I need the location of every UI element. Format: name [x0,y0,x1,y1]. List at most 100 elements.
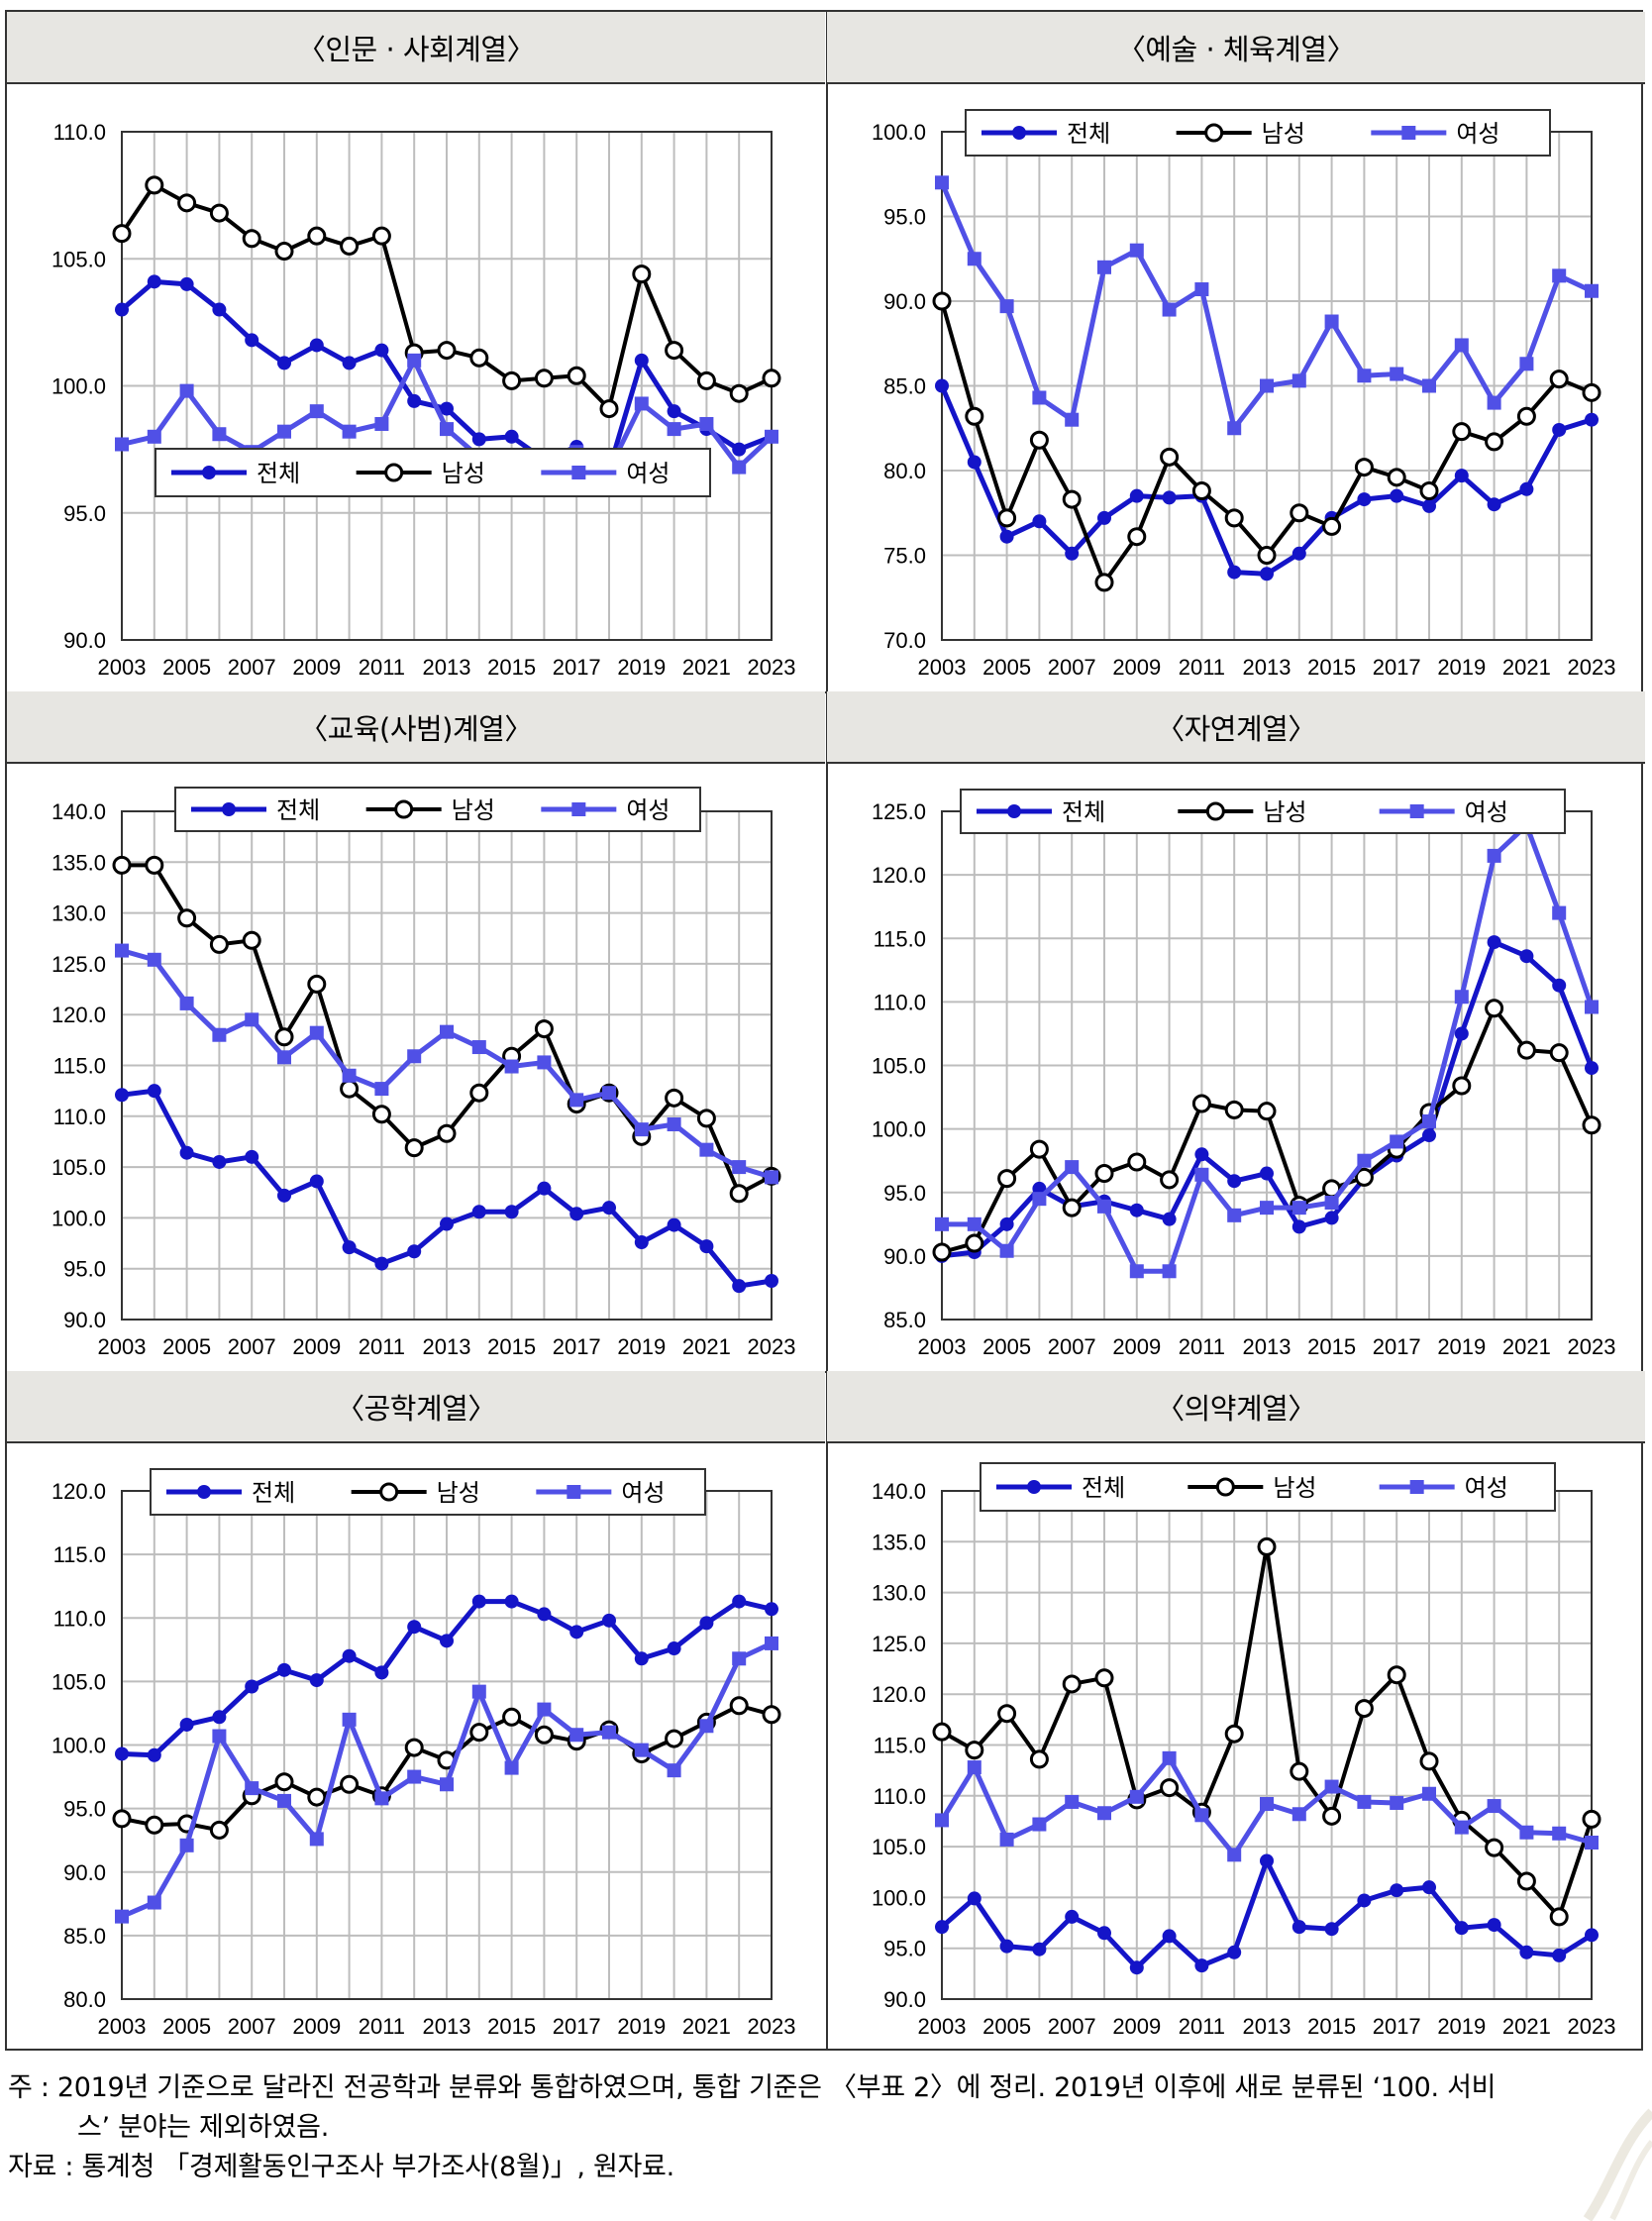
data-point-total [471,1594,486,1609]
data-point-female [440,1777,454,1792]
x-tick-label: 2013 [1243,1334,1291,1359]
legend-marker-total [1007,804,1021,818]
legend-marker-female [1401,126,1416,140]
x-tick-label: 2017 [1373,2014,1421,2039]
legend-box [150,1468,706,1516]
x-tick-label: 2023 [748,1334,796,1359]
data-point-male [932,1242,952,1262]
data-point-total [1097,510,1111,525]
y-tick-label: 75.0 [883,544,926,569]
data-point-total [1487,935,1501,950]
x-tick-label: 2023 [1568,2014,1616,2039]
data-point-male [274,242,294,262]
data-point-total [1097,1926,1111,1941]
data-point-female [1357,369,1372,383]
data-point-male [1094,1668,1114,1688]
data-point-male [242,229,261,249]
data-point-female [1194,1808,1209,1823]
data-point-total [179,276,194,291]
x-tick-label: 2013 [423,2014,471,2039]
data-point-total [537,1181,552,1196]
data-point-total [1357,492,1372,507]
data-point-female [374,416,389,431]
x-tick-label: 2005 [162,655,211,680]
data-point-female [1552,905,1567,920]
data-point-total [634,1651,649,1666]
data-point-male [1322,1806,1342,1826]
data-point-female [115,1909,129,1924]
data-point-total [1454,1921,1469,1936]
data-point-male [145,1815,164,1835]
legend-marker-total [202,466,216,479]
data-point-female [1227,1848,1242,1862]
y-tick-label: 115.0 [53,1054,106,1079]
y-tick-label: 95.0 [63,1257,106,1282]
data-point-female [1260,1201,1274,1216]
y-tick-label: 70.0 [883,628,926,653]
data-point-female [147,952,161,967]
data-point-male [534,369,554,388]
data-point-female [1097,1806,1111,1821]
series-total [115,274,778,477]
data-point-total [342,356,357,370]
data-point-male [1516,406,1536,426]
legend-label-male: 남성 [442,460,485,487]
series-male [932,999,1601,1262]
data-point-male [1029,430,1049,450]
data-point-male [1094,1164,1114,1184]
series-total [115,1594,778,1762]
data-point-female [1129,1264,1144,1279]
data-point-female [1227,1208,1242,1222]
y-tick-label: 115.0 [53,1542,106,1567]
data-point-female [999,1832,1014,1847]
y-tick-label: 120.0 [872,863,926,888]
legend-label-female: 여성 [621,1479,665,1507]
y-tick-label: 110.0 [53,120,106,145]
data-point-male [437,341,457,361]
data-point-total [1260,1166,1274,1181]
data-point-male [696,1109,716,1128]
x-tick-label: 2009 [1112,2014,1161,2039]
data-point-total [1422,1880,1436,1895]
x-tick-label: 2003 [918,655,967,680]
data-point-female [342,1712,357,1727]
data-point-total [1585,412,1599,427]
data-point-female [1552,268,1567,283]
data-point-male [437,1123,457,1143]
data-point-male [274,1027,294,1047]
data-point-male [599,399,619,419]
data-point-female [634,1743,649,1757]
data-point-male [1160,1170,1180,1190]
data-point-female [1487,395,1501,410]
chart-svg: 90.0 95.0 100.0 105.0 110.0 115.0 120.0 125.0 13… [52,787,796,1359]
data-point-total [277,356,291,370]
data-point-total [212,1154,227,1169]
data-point-male [965,1741,984,1760]
chart-panel-2: 〈예술 · 체육계열〉 70.0 75.0 80.0 85.0 90.0 95.0 100.0… [827,12,1645,691]
legend-label-total: 전체 [1067,120,1110,148]
data-point-total [374,1665,389,1680]
x-tick-label: 2015 [487,655,536,680]
data-point-female [967,252,981,266]
data-point-total [212,1710,227,1725]
series-female [935,175,1599,436]
data-point-male [1485,1838,1504,1857]
grid-lines [121,810,773,1321]
x-tick-label: 2017 [553,655,601,680]
data-point-total [374,1256,389,1271]
data-point-female [1260,378,1274,393]
data-point-male [112,224,132,244]
y-tick-label: 100.0 [872,120,926,145]
x-tick-label: 2011 [1179,2014,1225,2039]
data-point-male [1062,1674,1082,1694]
data-point-male [1582,382,1601,402]
data-point-female [1162,1750,1177,1765]
data-point-female [1585,1000,1599,1014]
data-point-male [1062,1198,1082,1217]
data-point-male [502,1707,522,1727]
data-point-female [1519,1825,1534,1840]
data-point-female [1194,1167,1209,1182]
data-point-total [1194,1958,1209,1973]
data-point-female [407,353,422,368]
x-tick-label: 2011 [359,1334,405,1359]
